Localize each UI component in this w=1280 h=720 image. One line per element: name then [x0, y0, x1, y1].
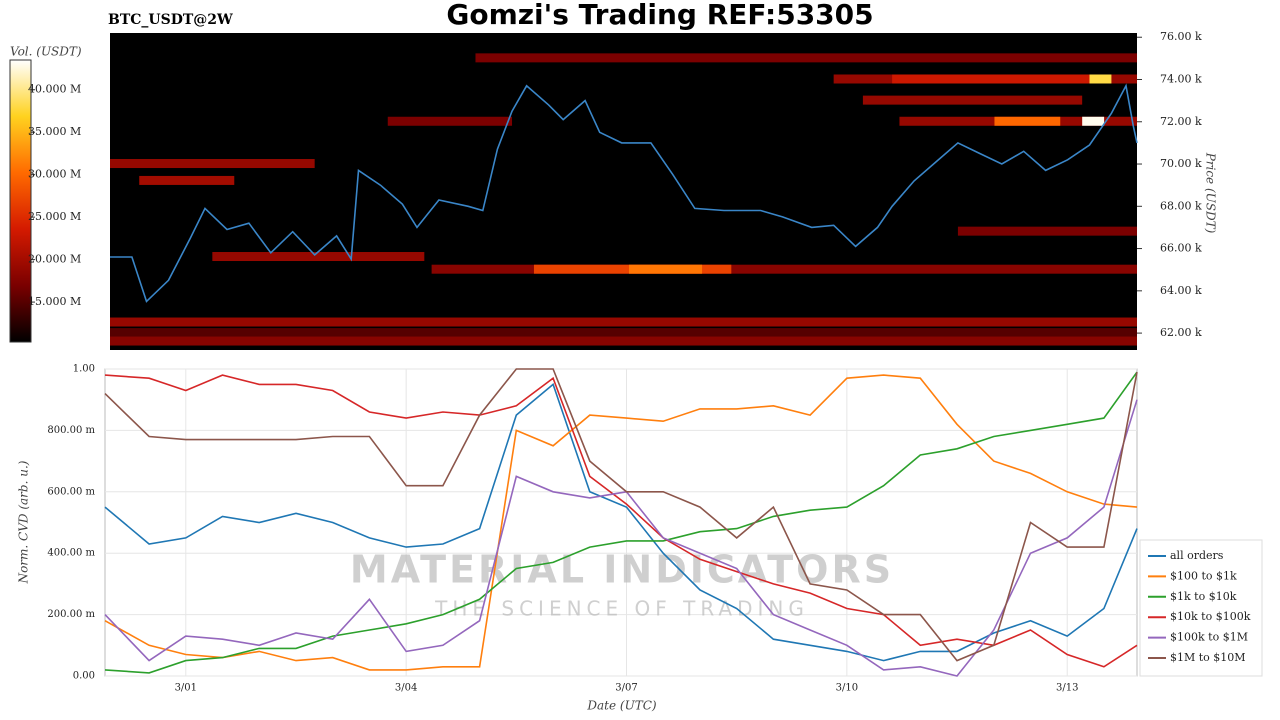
y-tick-label: 70.00 k: [1160, 157, 1202, 170]
cvd-line: [104, 368, 1138, 662]
legend-label: $1M to $10M: [1170, 651, 1246, 664]
colorbar-tick-label: 30.000 M: [28, 168, 81, 181]
y-axis-label: Norm. CVD (arb. u.): [17, 460, 31, 584]
y-tick-label: 74.00 k: [1160, 72, 1202, 85]
colorbar: [9, 59, 32, 343]
heatmap-cell: [957, 226, 1137, 236]
y-tick-label: 64.00 k: [1160, 284, 1202, 297]
watermark: THE SCIENCE OF TRADING: [434, 597, 809, 621]
heatmap-cell: [892, 74, 1090, 84]
cvd-line: [104, 371, 1138, 674]
y-tick-label: 62.00 k: [1160, 326, 1202, 339]
cvd-line: [104, 374, 1138, 671]
legend-label: $100 to $1k: [1170, 569, 1237, 582]
colorbar-tick-label: 35.000 M: [28, 125, 81, 138]
heatmap-cell: [1082, 116, 1105, 126]
y-tick-label: 400.00 m: [47, 548, 95, 559]
heatmap-cell: [475, 53, 1137, 63]
y-tick-label: 76.00 k: [1160, 30, 1202, 43]
colorbar-tick-label: 25.000 M: [28, 210, 81, 223]
legend-label: $10k to $100k: [1170, 610, 1251, 623]
heatmap-cell: [139, 175, 235, 185]
colorbar-tick-label: 15.000 M: [28, 295, 81, 308]
heatmap-cell: [110, 159, 315, 169]
x-tick-label: 3/04: [395, 683, 417, 694]
colorbar-tick-label: 40.000 M: [28, 83, 81, 96]
heatmap-cell: [431, 264, 1137, 274]
heatmap-cell: [110, 317, 1137, 327]
x-tick-label: 3/07: [615, 683, 637, 694]
price-line: [110, 83, 1138, 303]
heatmap-cell: [110, 336, 1137, 346]
heatmap-cell: [110, 328, 1137, 338]
heatmap-cell: [862, 95, 1083, 105]
y-tick-label: 66.00 k: [1160, 242, 1202, 255]
heatmap-cell: [1089, 74, 1112, 84]
legend-label: all orders: [1170, 549, 1224, 562]
cvd-line: [104, 383, 1138, 662]
y-tick-label: 68.00 k: [1160, 199, 1202, 212]
watermark: MATERIAL INDICATORS: [350, 548, 894, 592]
y-tick-label: 0.00: [73, 671, 95, 682]
heatmap-cell: [994, 116, 1061, 126]
y-tick-label: 72.00 k: [1160, 115, 1202, 128]
legend-label: $100k to $1M: [1170, 631, 1248, 644]
y-axis-label: Price (USDT): [1204, 152, 1218, 234]
x-tick-label: 3/10: [836, 683, 858, 694]
y-tick-label: 800.00 m: [47, 425, 95, 436]
symbol-label: BTC_USDT@2W: [108, 12, 233, 28]
x-tick-label: 3/13: [1056, 683, 1078, 694]
heatmap-cell: [387, 116, 513, 126]
chart-title: Gomzi's Trading REF:53305: [446, 0, 873, 31]
colorbar-tick-label: 20.000 M: [28, 253, 81, 266]
heatmap-cell: [628, 264, 703, 274]
heatmap-background: [110, 33, 1137, 350]
y-tick-label: 200.00 m: [47, 609, 95, 620]
legend-box: [1139, 539, 1263, 677]
legend-label: $1k to $10k: [1170, 590, 1237, 603]
colorbar-title: Vol. (USDT): [10, 45, 82, 59]
x-axis-label: Date (UTC): [586, 699, 656, 713]
x-tick-label: 3/01: [175, 683, 197, 694]
y-tick-label: 600.00 m: [47, 486, 95, 497]
heatmap-cell: [212, 252, 425, 262]
cvd-plot-area: [104, 368, 1138, 677]
cvd-line: [104, 374, 1138, 668]
y-tick-label: 1.00: [73, 364, 95, 375]
